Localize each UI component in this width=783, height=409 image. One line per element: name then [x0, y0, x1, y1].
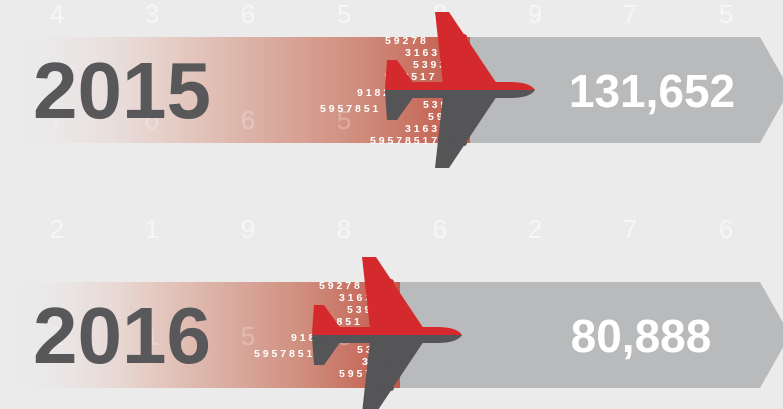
plane-fuselage-bottom — [385, 90, 535, 98]
plane-engine — [451, 140, 467, 146]
plane-fuselage-bottom — [312, 335, 462, 343]
year: 2016 — [33, 291, 211, 380]
background-digit: 3 — [145, 0, 159, 29]
number-stream: 9 1 8 2 — [357, 87, 389, 99]
inner-digit: 5 — [241, 321, 255, 351]
number-stream: 5 9 5 7 8 5 1 — [254, 348, 313, 360]
background-digit: 2 — [528, 214, 542, 244]
background-digit: 7 — [623, 214, 637, 244]
background-digit: 4 — [50, 0, 64, 29]
background-digit: 6 — [241, 0, 255, 29]
inner-digit: 6 — [241, 105, 255, 135]
background-digit: 2 — [50, 214, 64, 244]
background-digit: 9 — [528, 0, 542, 29]
plane-engine — [378, 279, 394, 285]
number-stream: 5 9 5 7 8 5 1 — [320, 103, 379, 115]
value: 131,652 — [569, 65, 735, 117]
background-digit: 6 — [719, 214, 733, 244]
number-stream: 5 3 9 — [347, 304, 371, 316]
row: 43658975706520155 9 2 7 83 1 6 3 95 3 9 … — [0, 0, 783, 168]
plane-engine — [378, 385, 394, 391]
background-digit: 8 — [337, 214, 351, 244]
row: 21986276215820165 9 2 7 83 1 6 35 3 95 7… — [0, 214, 783, 409]
plane-engine — [384, 301, 402, 308]
plane-engine — [457, 117, 475, 124]
background-digit: 9 — [241, 214, 255, 244]
background-digit: 1 — [145, 214, 159, 244]
number-stream: 5 9 2 7 8 — [319, 280, 360, 292]
plane-engine — [451, 34, 467, 40]
plane-engine — [457, 56, 475, 63]
background-digit: 6 — [433, 214, 447, 244]
number-stream: 5 9 5 7 8 5 1 7 — [370, 135, 437, 147]
infographic: 43658975706520155 9 2 7 83 1 6 3 95 3 9 … — [0, 0, 783, 409]
plane-fuselage-top — [385, 82, 535, 90]
plane-fuselage-top — [312, 327, 462, 335]
background-digit: 7 — [623, 0, 637, 29]
year: 2015 — [33, 46, 211, 135]
background-digit: 5 — [337, 0, 351, 29]
number-stream: 9 1 8 — [291, 332, 315, 344]
background-digit: 5 — [719, 0, 733, 29]
plane-engine — [384, 362, 402, 369]
value: 80,888 — [571, 310, 712, 362]
number-stream: 5 9 2 7 8 — [385, 35, 426, 47]
